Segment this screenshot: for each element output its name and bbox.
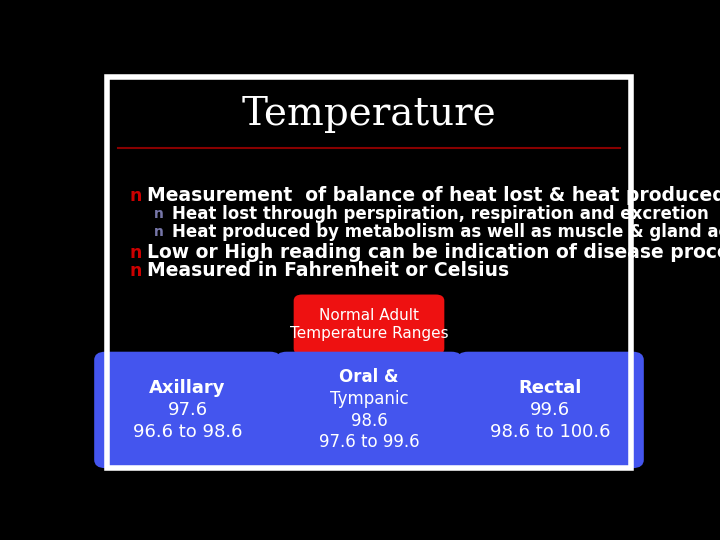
Text: n: n [154,207,164,221]
Text: Temperature: Temperature [242,96,496,133]
Text: 98.6 to 100.6: 98.6 to 100.6 [490,422,611,441]
FancyBboxPatch shape [457,352,644,468]
Text: Heat produced by metabolism as well as muscle & gland activity: Heat produced by metabolism as well as m… [172,223,720,241]
Text: Measured in Fahrenheit or Celsius: Measured in Fahrenheit or Celsius [147,261,509,280]
Text: Heat lost through perspiration, respiration and excretion: Heat lost through perspiration, respirat… [172,206,708,224]
Text: Axillary: Axillary [150,379,226,397]
Text: Rectal: Rectal [518,379,582,397]
Text: 98.6: 98.6 [351,411,387,430]
Text: n: n [129,244,141,262]
Text: Normal Adult
Temperature Ranges: Normal Adult Temperature Ranges [289,308,449,341]
Text: Low or High reading can be indication of disease process: Low or High reading can be indication of… [147,243,720,262]
Text: 97.6: 97.6 [168,401,207,419]
Text: 99.6: 99.6 [531,401,570,419]
Text: Tympanic: Tympanic [330,390,408,408]
Text: Oral &: Oral & [339,368,399,387]
FancyBboxPatch shape [94,352,281,468]
Text: Measurement  of balance of heat lost & heat produced: Measurement of balance of heat lost & he… [147,186,720,205]
Text: 96.6 to 98.6: 96.6 to 98.6 [133,422,243,441]
Text: n: n [129,187,141,205]
Text: n: n [154,225,164,239]
Text: n: n [129,261,141,280]
Text: 97.6 to 99.6: 97.6 to 99.6 [319,433,419,451]
FancyBboxPatch shape [294,294,444,355]
FancyBboxPatch shape [276,352,462,468]
